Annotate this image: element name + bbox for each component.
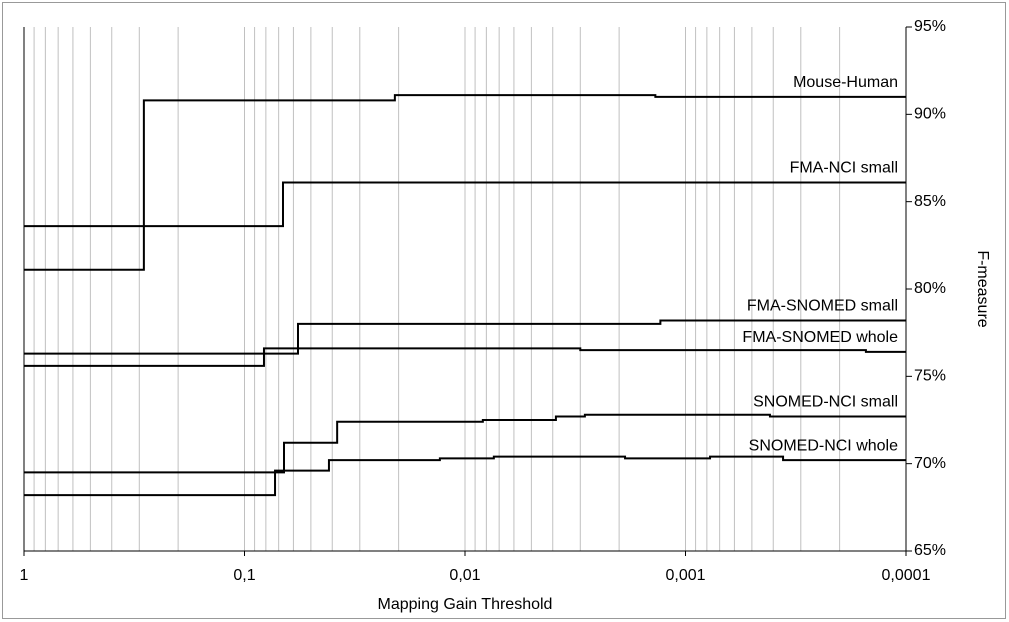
y-tick-label: 65% [914, 542, 946, 559]
series-label: FMA-NCI small [790, 160, 898, 177]
y-tick-label: 80% [914, 280, 946, 297]
y-tick-label: 95% [914, 18, 946, 35]
x-tick-label: 0,01 [449, 567, 480, 584]
step-line [24, 413, 906, 474]
step-line [24, 347, 906, 367]
step-line [24, 94, 906, 271]
series-label: FMA-SNOMED whole [742, 329, 898, 346]
x-axis-title: Mapping Gain Threshold [378, 596, 553, 613]
y-axis-title: F-measure [974, 250, 991, 327]
y-tick-label: 75% [914, 368, 946, 385]
step-line [24, 319, 906, 355]
y-tick-label: 70% [914, 455, 946, 472]
y-tick-label: 90% [914, 106, 946, 123]
step-line [24, 455, 906, 497]
x-tick-label: 0,0001 [882, 567, 931, 584]
x-tick-label: 0,1 [233, 567, 255, 584]
x-tick-label: 1 [20, 567, 29, 584]
series-label: FMA-SNOMED small [747, 298, 898, 315]
step-line [24, 181, 906, 228]
series-label: Mouse-Human [793, 74, 898, 91]
series-label: SNOMED-NCI whole [749, 437, 898, 454]
x-tick-label: 0,001 [665, 567, 705, 584]
series-label: SNOMED-NCI small [753, 394, 898, 411]
y-tick-label: 85% [914, 193, 946, 210]
